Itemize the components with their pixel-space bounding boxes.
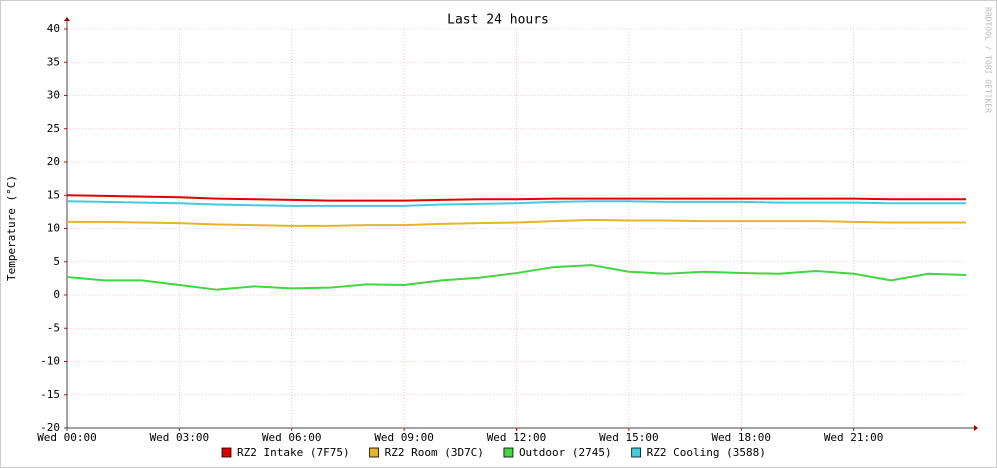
x-tick-label: Wed 09:00 [374, 431, 434, 444]
series-line [66, 194, 966, 202]
legend-swatch [631, 447, 642, 458]
x-tick-label: Wed 06:00 [262, 431, 322, 444]
x-tick-label: Wed 15:00 [599, 431, 659, 444]
series-line [67, 218, 966, 227]
watermark: RRDTOOL / TOBI OETIKER [984, 7, 993, 113]
y-tick-label: -15 [40, 388, 60, 401]
legend-swatch [221, 447, 232, 458]
series-line [66, 200, 966, 207]
chart-title: Last 24 hours [447, 13, 549, 28]
x-tick-label: Wed 18:00 [711, 431, 771, 444]
x-tick-label: Wed 03:00 [150, 431, 210, 444]
y-tick-label: 15 [47, 188, 60, 201]
y-tick-label: 0 [53, 288, 60, 301]
axis-arrow [64, 17, 70, 21]
legend-swatch [503, 447, 514, 458]
legend-label: RZ2 Room (3D7C) [385, 446, 484, 459]
y-tick-label: 25 [47, 122, 60, 135]
y-tick-label: 40 [47, 22, 60, 35]
legend-label: RZ2 Intake (7F75) [237, 446, 350, 459]
y-tick-label: 5 [53, 255, 60, 268]
legend-swatch [369, 447, 379, 458]
x-tick-label: Wed 21:00 [824, 431, 884, 444]
y-tick-label: -20 [40, 421, 60, 434]
y-tick-label: -10 [40, 355, 60, 368]
y-tick-label: -5 [47, 321, 60, 334]
y-axis-label: Temperature (°C) [5, 175, 18, 281]
y-tick-label: 10 [47, 222, 60, 235]
y-tick-label: 35 [47, 55, 60, 68]
legend-label: Outdoor (2745) [519, 446, 612, 459]
x-tick-label: Wed 12:00 [487, 431, 547, 444]
x-tick-label: Wed 00:00 [37, 431, 97, 444]
y-tick-label: 20 [47, 155, 60, 168]
legend-label: RZ2 Cooling (3588) [647, 446, 766, 459]
axis-arrow [974, 425, 978, 431]
series-line [66, 264, 967, 291]
y-tick-label: 30 [47, 89, 60, 102]
